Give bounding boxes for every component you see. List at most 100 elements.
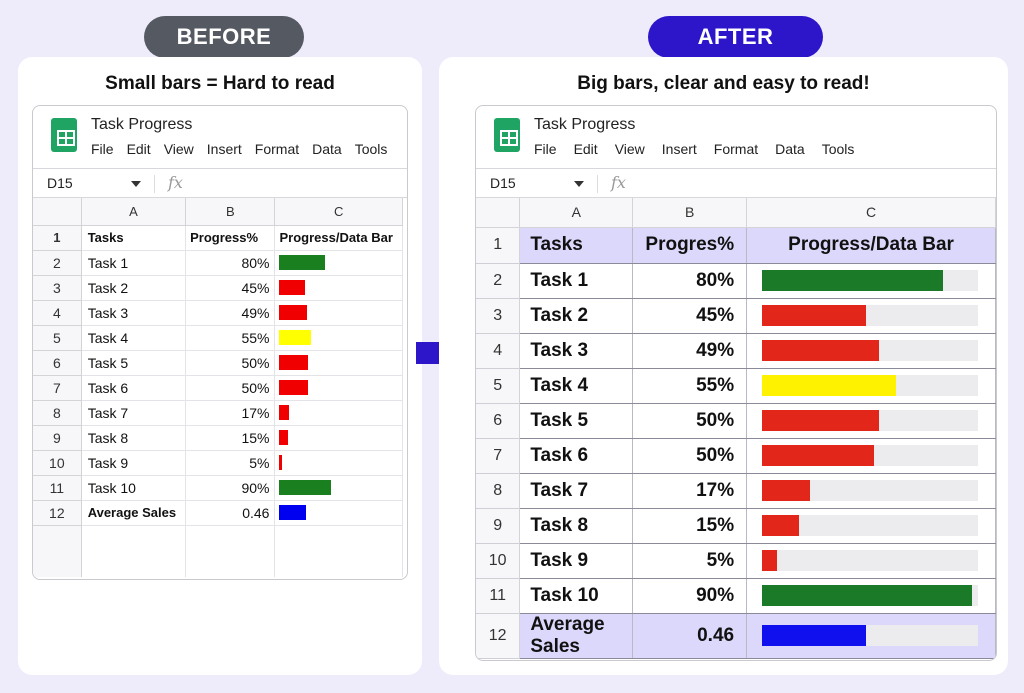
select-all-corner[interactable] xyxy=(476,198,521,228)
progress-cell[interactable]: 49% xyxy=(185,300,276,326)
progress-cell[interactable]: 90% xyxy=(185,475,276,501)
row-number[interactable]: 3 xyxy=(476,298,521,334)
task-cell[interactable]: Average Sales xyxy=(81,500,187,526)
task-cell[interactable]: Task 4 xyxy=(519,368,634,404)
menu-format[interactable]: Format xyxy=(254,141,300,157)
data-bar-cell[interactable] xyxy=(746,368,996,404)
empty-cell[interactable] xyxy=(274,525,403,577)
header-cell-data-bar[interactable]: Progress/Data Bar xyxy=(746,227,996,264)
document-title[interactable]: Task Progress xyxy=(534,116,636,133)
row-number[interactable]: 1 xyxy=(476,227,521,264)
row-number[interactable]: 9 xyxy=(476,508,521,544)
progress-cell[interactable]: 5% xyxy=(632,543,748,579)
data-bar-cell[interactable] xyxy=(274,275,403,301)
task-cell[interactable]: Task 9 xyxy=(519,543,634,579)
task-cell[interactable]: Task 2 xyxy=(81,275,187,301)
column-header-a[interactable]: A xyxy=(519,198,634,228)
progress-cell[interactable]: 0.46 xyxy=(185,500,276,526)
menu-file[interactable]: File xyxy=(91,141,114,157)
progress-cell[interactable]: 49% xyxy=(632,333,748,369)
progress-cell[interactable]: 15% xyxy=(632,508,748,544)
data-bar-cell[interactable] xyxy=(274,425,403,451)
menu-view[interactable]: View xyxy=(614,141,645,157)
row-number[interactable]: 1 xyxy=(33,225,82,251)
task-cell[interactable]: Task 8 xyxy=(519,508,634,544)
progress-cell[interactable]: 17% xyxy=(632,473,748,509)
data-bar-cell[interactable] xyxy=(274,475,403,501)
header-cell-tasks[interactable]: Tasks xyxy=(519,227,634,264)
progress-cell[interactable]: 5% xyxy=(185,450,276,476)
empty-cell[interactable] xyxy=(185,525,276,577)
header-cell-data-bar[interactable]: Progress/Data Bar xyxy=(274,225,403,251)
data-bar-cell[interactable] xyxy=(746,508,996,544)
row-number[interactable]: 2 xyxy=(33,250,82,276)
header-cell-progress[interactable]: Progress% xyxy=(185,225,276,251)
row-number[interactable]: 4 xyxy=(476,333,521,369)
menu-edit[interactable]: Edit xyxy=(126,141,151,157)
header-cell-tasks[interactable]: Tasks xyxy=(81,225,187,251)
data-bar-cell[interactable] xyxy=(746,333,996,369)
row-number[interactable]: 6 xyxy=(33,350,82,376)
row-number[interactable]: 11 xyxy=(33,475,82,501)
row-number[interactable]: 11 xyxy=(476,578,521,614)
column-header-c[interactable]: C xyxy=(274,198,403,226)
menu-edit[interactable]: Edit xyxy=(573,141,598,157)
progress-cell[interactable]: 80% xyxy=(632,263,748,299)
menu-data[interactable]: Data xyxy=(312,141,342,157)
select-all-corner[interactable] xyxy=(33,198,82,226)
progress-cell[interactable]: 90% xyxy=(632,578,748,614)
chevron-down-icon[interactable] xyxy=(574,181,584,187)
name-box[interactable]: D15 xyxy=(490,175,516,191)
row-number[interactable]: 6 xyxy=(476,403,521,439)
progress-cell[interactable]: 50% xyxy=(185,350,276,376)
row-number[interactable]: 3 xyxy=(33,275,82,301)
data-bar-cell[interactable] xyxy=(746,578,996,614)
row-number[interactable]: 12 xyxy=(33,500,82,526)
row-number[interactable]: 8 xyxy=(476,473,521,509)
row-number[interactable]: 4 xyxy=(33,300,82,326)
data-bar-cell[interactable] xyxy=(746,263,996,299)
data-bar-cell[interactable] xyxy=(746,543,996,579)
task-cell[interactable]: Task 9 xyxy=(81,450,187,476)
task-cell[interactable]: Task 4 xyxy=(81,325,187,351)
progress-cell[interactable]: 50% xyxy=(632,403,748,439)
data-bar-cell[interactable] xyxy=(274,300,403,326)
progress-cell[interactable]: 0.46 xyxy=(632,613,748,659)
row-number[interactable]: 5 xyxy=(476,368,521,404)
progress-cell[interactable]: 50% xyxy=(185,375,276,401)
data-bar-cell[interactable] xyxy=(274,250,403,276)
empty-cell[interactable] xyxy=(81,525,187,577)
row-number[interactable]: 7 xyxy=(476,438,521,474)
row-number[interactable]: 12 xyxy=(476,613,521,659)
task-cell[interactable]: Task 10 xyxy=(81,475,187,501)
menu-tools[interactable]: Tools xyxy=(354,141,388,157)
data-bar-cell[interactable] xyxy=(746,613,996,659)
task-cell[interactable]: Task 1 xyxy=(81,250,187,276)
task-cell[interactable]: Average Sales xyxy=(519,613,634,659)
menu-tools[interactable]: Tools xyxy=(821,141,855,157)
row-number[interactable]: 8 xyxy=(33,400,82,426)
column-header-b[interactable]: B xyxy=(185,198,276,226)
data-bar-cell[interactable] xyxy=(746,403,996,439)
progress-cell[interactable]: 80% xyxy=(185,250,276,276)
progress-cell[interactable]: 55% xyxy=(185,325,276,351)
data-bar-cell[interactable] xyxy=(746,438,996,474)
data-bar-cell[interactable] xyxy=(274,325,403,351)
data-bar-cell[interactable] xyxy=(274,450,403,476)
menu-insert[interactable]: Insert xyxy=(661,141,697,157)
row-number[interactable]: 5 xyxy=(33,325,82,351)
row-number[interactable]: 2 xyxy=(476,263,521,299)
progress-cell[interactable]: 50% xyxy=(632,438,748,474)
task-cell[interactable]: Task 5 xyxy=(81,350,187,376)
data-bar-cell[interactable] xyxy=(746,473,996,509)
task-cell[interactable]: Task 10 xyxy=(519,578,634,614)
progress-cell[interactable]: 45% xyxy=(632,298,748,334)
progress-cell[interactable]: 17% xyxy=(185,400,276,426)
row-number[interactable]: 7 xyxy=(33,375,82,401)
task-cell[interactable]: Task 7 xyxy=(81,400,187,426)
menu-data[interactable]: Data xyxy=(775,141,805,157)
progress-cell[interactable]: 55% xyxy=(632,368,748,404)
task-cell[interactable]: Task 6 xyxy=(519,438,634,474)
data-bar-cell[interactable] xyxy=(274,400,403,426)
task-cell[interactable]: Task 2 xyxy=(519,298,634,334)
